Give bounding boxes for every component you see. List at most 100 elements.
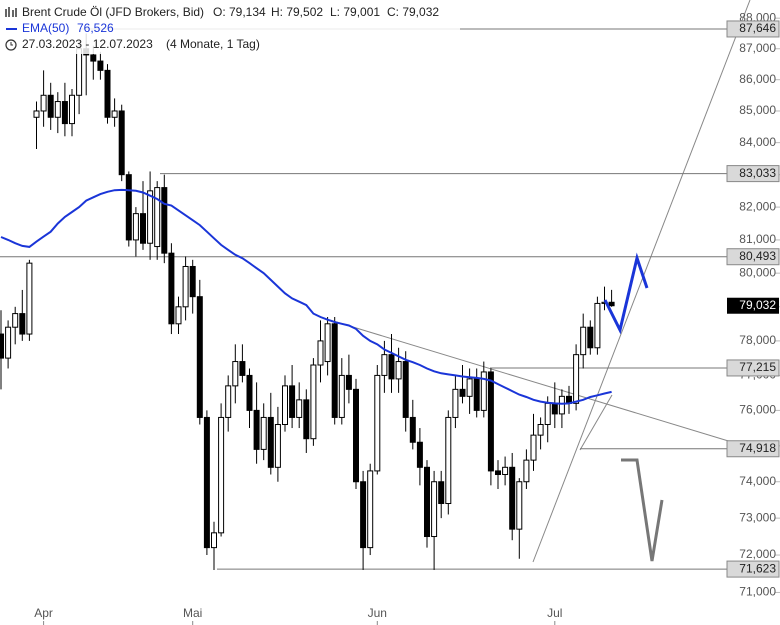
y-tick-label: 71,000 bbox=[739, 585, 776, 599]
candle-body bbox=[388, 354, 395, 380]
candle-body bbox=[473, 378, 480, 411]
level-label: 77,215 bbox=[739, 360, 776, 374]
candle-body bbox=[537, 424, 544, 436]
plot bbox=[0, 28, 727, 570]
candle-body bbox=[317, 340, 324, 366]
candle-body bbox=[0, 333, 4, 359]
candle-body bbox=[54, 101, 61, 118]
y-tick-label: 76,000 bbox=[739, 403, 776, 417]
candle-body bbox=[416, 441, 423, 468]
candle-body bbox=[360, 481, 367, 549]
candle-body bbox=[495, 470, 501, 476]
level-label: 80,493 bbox=[739, 249, 776, 263]
ema-line bbox=[0, 188, 612, 405]
candle-body bbox=[69, 94, 75, 125]
candle-body bbox=[587, 326, 594, 349]
level-label-box bbox=[726, 440, 780, 458]
candle-body bbox=[523, 459, 530, 483]
candle-body bbox=[331, 323, 338, 418]
candle-body bbox=[140, 213, 146, 244]
candle-body bbox=[76, 48, 83, 96]
candle-body bbox=[253, 409, 260, 450]
candle-body bbox=[459, 388, 466, 397]
candle-body bbox=[161, 187, 168, 254]
candle-body bbox=[239, 361, 246, 376]
candle-body bbox=[374, 374, 381, 472]
candle-body bbox=[395, 361, 402, 380]
candle-body bbox=[260, 416, 267, 450]
candle-body bbox=[608, 301, 615, 307]
candle-body bbox=[466, 378, 473, 397]
candle-body bbox=[182, 265, 189, 308]
candle-body bbox=[26, 262, 33, 335]
candle-body bbox=[296, 399, 303, 418]
date-duration: (4 Monate, 1 Tag) bbox=[166, 37, 260, 51]
candle-body bbox=[12, 313, 19, 328]
candle-body bbox=[509, 466, 516, 530]
ohlc-high: H: 79,502 bbox=[271, 5, 323, 19]
candle-body bbox=[558, 395, 565, 415]
candle-body bbox=[502, 466, 509, 476]
symbol-title: Brent Crude Öl (JFD Brokers, Bid) bbox=[22, 5, 204, 19]
x-tick-label: Apr bbox=[34, 606, 53, 620]
candle-body bbox=[97, 60, 104, 71]
candle-body bbox=[196, 296, 203, 418]
candle-body bbox=[147, 190, 154, 244]
candle-body bbox=[154, 187, 161, 248]
candle-body bbox=[431, 481, 438, 538]
level-label: 83,033 bbox=[739, 166, 776, 180]
candle-body bbox=[345, 374, 352, 390]
y-tick-label: 74,000 bbox=[739, 474, 776, 488]
candle-body bbox=[203, 416, 210, 549]
y-tick-label: 72,000 bbox=[739, 547, 776, 561]
candle-body bbox=[487, 371, 494, 472]
ohlc-open: O: 79,134 bbox=[213, 5, 266, 19]
symbol-icon bbox=[5, 7, 17, 17]
candle-body bbox=[594, 302, 601, 349]
trend-line bbox=[329, 319, 736, 444]
candle-body bbox=[267, 416, 274, 468]
candle-body bbox=[310, 364, 317, 440]
level-label: 71,623 bbox=[739, 561, 776, 575]
candle-body bbox=[367, 470, 374, 549]
candle-body bbox=[19, 313, 26, 335]
candle-body bbox=[5, 326, 12, 359]
trend-line bbox=[532, 0, 751, 563]
candle-body bbox=[452, 388, 459, 418]
y-tick-label: 84,000 bbox=[739, 135, 776, 149]
y-tick-label: 86,000 bbox=[739, 72, 776, 86]
candle-body bbox=[61, 101, 68, 125]
level-label-box bbox=[726, 359, 780, 377]
candle-body bbox=[544, 402, 551, 426]
level-label: 87,646 bbox=[739, 21, 776, 35]
candle-body bbox=[274, 424, 281, 468]
header-bg bbox=[0, 2, 460, 54]
candle-body bbox=[47, 94, 54, 118]
candle-body bbox=[218, 416, 225, 534]
candle-body bbox=[33, 110, 40, 118]
y-tick-label: 87,000 bbox=[739, 41, 776, 55]
date-range: 27.03.2023 - 12.07.2023 bbox=[22, 37, 153, 51]
forecast-up bbox=[603, 252, 649, 335]
y-tick-label: 85,000 bbox=[739, 103, 776, 117]
candle-body bbox=[324, 323, 331, 363]
candle-body bbox=[282, 385, 288, 426]
y-tick-label: 78,000 bbox=[739, 333, 776, 347]
candle-body bbox=[90, 54, 97, 62]
candle-body bbox=[303, 399, 310, 440]
candle-body bbox=[516, 481, 523, 530]
y-tick-label: 81,000 bbox=[739, 232, 776, 246]
clock-icon bbox=[5, 39, 17, 51]
candle-body bbox=[381, 354, 388, 376]
candle-body bbox=[246, 374, 253, 411]
y-tick-label: 80,000 bbox=[739, 265, 776, 279]
level-label-box bbox=[726, 560, 780, 578]
level-label: 74,918 bbox=[739, 441, 776, 455]
trend-line bbox=[579, 394, 613, 451]
y-tick-label: 82,000 bbox=[739, 199, 776, 213]
header: Brent Crude Öl (JFD Brokers, Bid) O: 79,… bbox=[0, 2, 460, 54]
ema-legend-label: EMA(50) bbox=[22, 21, 69, 35]
candle-body bbox=[353, 388, 359, 483]
candle-body bbox=[225, 385, 232, 418]
ohlc-low: L: 79,001 bbox=[330, 5, 380, 19]
